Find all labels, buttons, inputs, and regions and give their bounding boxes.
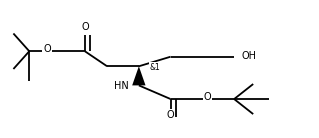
Text: O: O xyxy=(81,22,89,32)
Text: O: O xyxy=(167,110,174,120)
Text: O: O xyxy=(204,92,211,102)
Text: OH: OH xyxy=(241,51,256,61)
Polygon shape xyxy=(132,66,145,85)
Text: &1: &1 xyxy=(149,63,160,72)
Text: O: O xyxy=(43,44,51,54)
Text: HN: HN xyxy=(114,81,128,91)
